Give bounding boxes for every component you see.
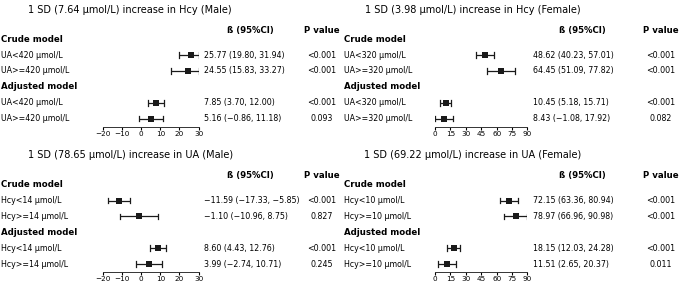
Text: 78.97 (66.96, 90.98): 78.97 (66.96, 90.98): [533, 212, 613, 221]
Point: [151, 100, 162, 105]
Text: 0.245: 0.245: [311, 260, 333, 269]
Text: UA>=320 μmol/L: UA>=320 μmol/L: [344, 114, 412, 123]
Text: Hcy>=14 μmol/L: Hcy>=14 μmol/L: [1, 260, 69, 269]
Point: [479, 53, 490, 57]
Text: Adjusted model: Adjusted model: [344, 82, 420, 91]
Text: Adjusted model: Adjusted model: [344, 228, 420, 237]
Text: <0.001: <0.001: [647, 98, 675, 107]
Point: [152, 246, 163, 251]
Text: 25.77 (19.80, 31.94): 25.77 (19.80, 31.94): [204, 51, 284, 60]
Text: P value: P value: [304, 171, 340, 180]
Text: UA>=420 μmol/L: UA>=420 μmol/L: [1, 114, 70, 123]
Text: 0.093: 0.093: [311, 114, 333, 123]
Point: [448, 246, 459, 251]
Text: <0.001: <0.001: [647, 244, 675, 253]
Point: [438, 116, 449, 121]
Text: 1 SD (78.65 μmol/L) increase in UA (Male): 1 SD (78.65 μmol/L) increase in UA (Male…: [27, 150, 233, 160]
Point: [510, 214, 521, 219]
Text: 10.45 (5.18, 15.71): 10.45 (5.18, 15.71): [533, 98, 609, 107]
Text: 0.827: 0.827: [311, 212, 333, 221]
Text: Crude model: Crude model: [1, 180, 63, 189]
Text: ß (95%CI): ß (95%CI): [227, 26, 273, 35]
Text: Crude model: Crude model: [1, 35, 63, 44]
Text: 7.85 (3.70, 12.00): 7.85 (3.70, 12.00): [204, 98, 275, 107]
Point: [440, 100, 451, 105]
Text: P value: P value: [643, 26, 679, 35]
Text: 5.16 (−0.86, 11.18): 5.16 (−0.86, 11.18): [204, 114, 281, 123]
Point: [441, 262, 452, 267]
Text: Adjusted model: Adjusted model: [1, 228, 77, 237]
Text: Hcy<10 μmol/L: Hcy<10 μmol/L: [344, 244, 404, 253]
Point: [145, 116, 156, 121]
Text: UA<320 μmol/L: UA<320 μmol/L: [344, 51, 406, 60]
Text: 24.55 (15.83, 33.27): 24.55 (15.83, 33.27): [204, 66, 284, 75]
Text: ß (95%CI): ß (95%CI): [559, 171, 606, 180]
Text: 8.60 (4.43, 12.76): 8.60 (4.43, 12.76): [204, 244, 275, 253]
Text: 72.15 (63.36, 80.94): 72.15 (63.36, 80.94): [533, 196, 614, 205]
Point: [134, 214, 145, 219]
Text: P value: P value: [304, 26, 340, 35]
Point: [185, 53, 196, 57]
Text: <0.001: <0.001: [308, 244, 336, 253]
Text: UA<320 μmol/L: UA<320 μmol/L: [344, 98, 406, 107]
Text: Adjusted model: Adjusted model: [1, 82, 77, 91]
Point: [114, 198, 125, 203]
Text: <0.001: <0.001: [308, 98, 336, 107]
Text: Hcy<10 μmol/L: Hcy<10 μmol/L: [344, 196, 404, 205]
Text: 1 SD (7.64 μmol/L) increase in Hcy (Male): 1 SD (7.64 μmol/L) increase in Hcy (Male…: [28, 5, 232, 15]
Text: <0.001: <0.001: [647, 212, 675, 221]
Text: <0.001: <0.001: [647, 196, 675, 205]
Text: ß (95%CI): ß (95%CI): [227, 171, 273, 180]
Text: −1.10 (−10.96, 8.75): −1.10 (−10.96, 8.75): [204, 212, 288, 221]
Text: <0.001: <0.001: [308, 66, 336, 75]
Text: Hcy>=10 μmol/L: Hcy>=10 μmol/L: [344, 260, 411, 269]
Text: Crude model: Crude model: [344, 180, 406, 189]
Text: UA<420 μmol/L: UA<420 μmol/L: [1, 51, 63, 60]
Point: [143, 262, 154, 267]
Point: [496, 69, 507, 73]
Text: <0.001: <0.001: [308, 196, 336, 205]
Text: 1 SD (3.98 μmol/L) increase in Hcy (Female): 1 SD (3.98 μmol/L) increase in Hcy (Fema…: [365, 5, 580, 15]
Text: −11.59 (−17.33, −5.85): −11.59 (−17.33, −5.85): [204, 196, 299, 205]
Text: Hcy>=10 μmol/L: Hcy>=10 μmol/L: [344, 212, 411, 221]
Text: 0.082: 0.082: [650, 114, 672, 123]
Text: 1 SD (69.22 μmol/L) increase in UA (Female): 1 SD (69.22 μmol/L) increase in UA (Fema…: [364, 150, 582, 160]
Text: ß (95%CI): ß (95%CI): [559, 26, 606, 35]
Text: 64.45 (51.09, 77.82): 64.45 (51.09, 77.82): [533, 66, 614, 75]
Text: 48.62 (40.23, 57.01): 48.62 (40.23, 57.01): [533, 51, 614, 60]
Text: <0.001: <0.001: [308, 51, 336, 60]
Point: [503, 198, 514, 203]
Text: 11.51 (2.65, 20.37): 11.51 (2.65, 20.37): [533, 260, 609, 269]
Text: 8.43 (−1.08, 17.92): 8.43 (−1.08, 17.92): [533, 114, 610, 123]
Text: UA>=420 μmol/L: UA>=420 μmol/L: [1, 66, 70, 75]
Text: 18.15 (12.03, 24.28): 18.15 (12.03, 24.28): [533, 244, 614, 253]
Text: 0.011: 0.011: [650, 260, 672, 269]
Text: 3.99 (−2.74, 10.71): 3.99 (−2.74, 10.71): [204, 260, 281, 269]
Text: Crude model: Crude model: [344, 35, 406, 44]
Text: <0.001: <0.001: [647, 66, 675, 75]
Text: UA>=320 μmol/L: UA>=320 μmol/L: [344, 66, 412, 75]
Text: <0.001: <0.001: [647, 51, 675, 60]
Text: P value: P value: [643, 171, 679, 180]
Text: Hcy<14 μmol/L: Hcy<14 μmol/L: [1, 244, 62, 253]
Text: Hcy<14 μmol/L: Hcy<14 μmol/L: [1, 196, 62, 205]
Point: [183, 69, 194, 73]
Text: UA<420 μmol/L: UA<420 μmol/L: [1, 98, 63, 107]
Text: Hcy>=14 μmol/L: Hcy>=14 μmol/L: [1, 212, 69, 221]
